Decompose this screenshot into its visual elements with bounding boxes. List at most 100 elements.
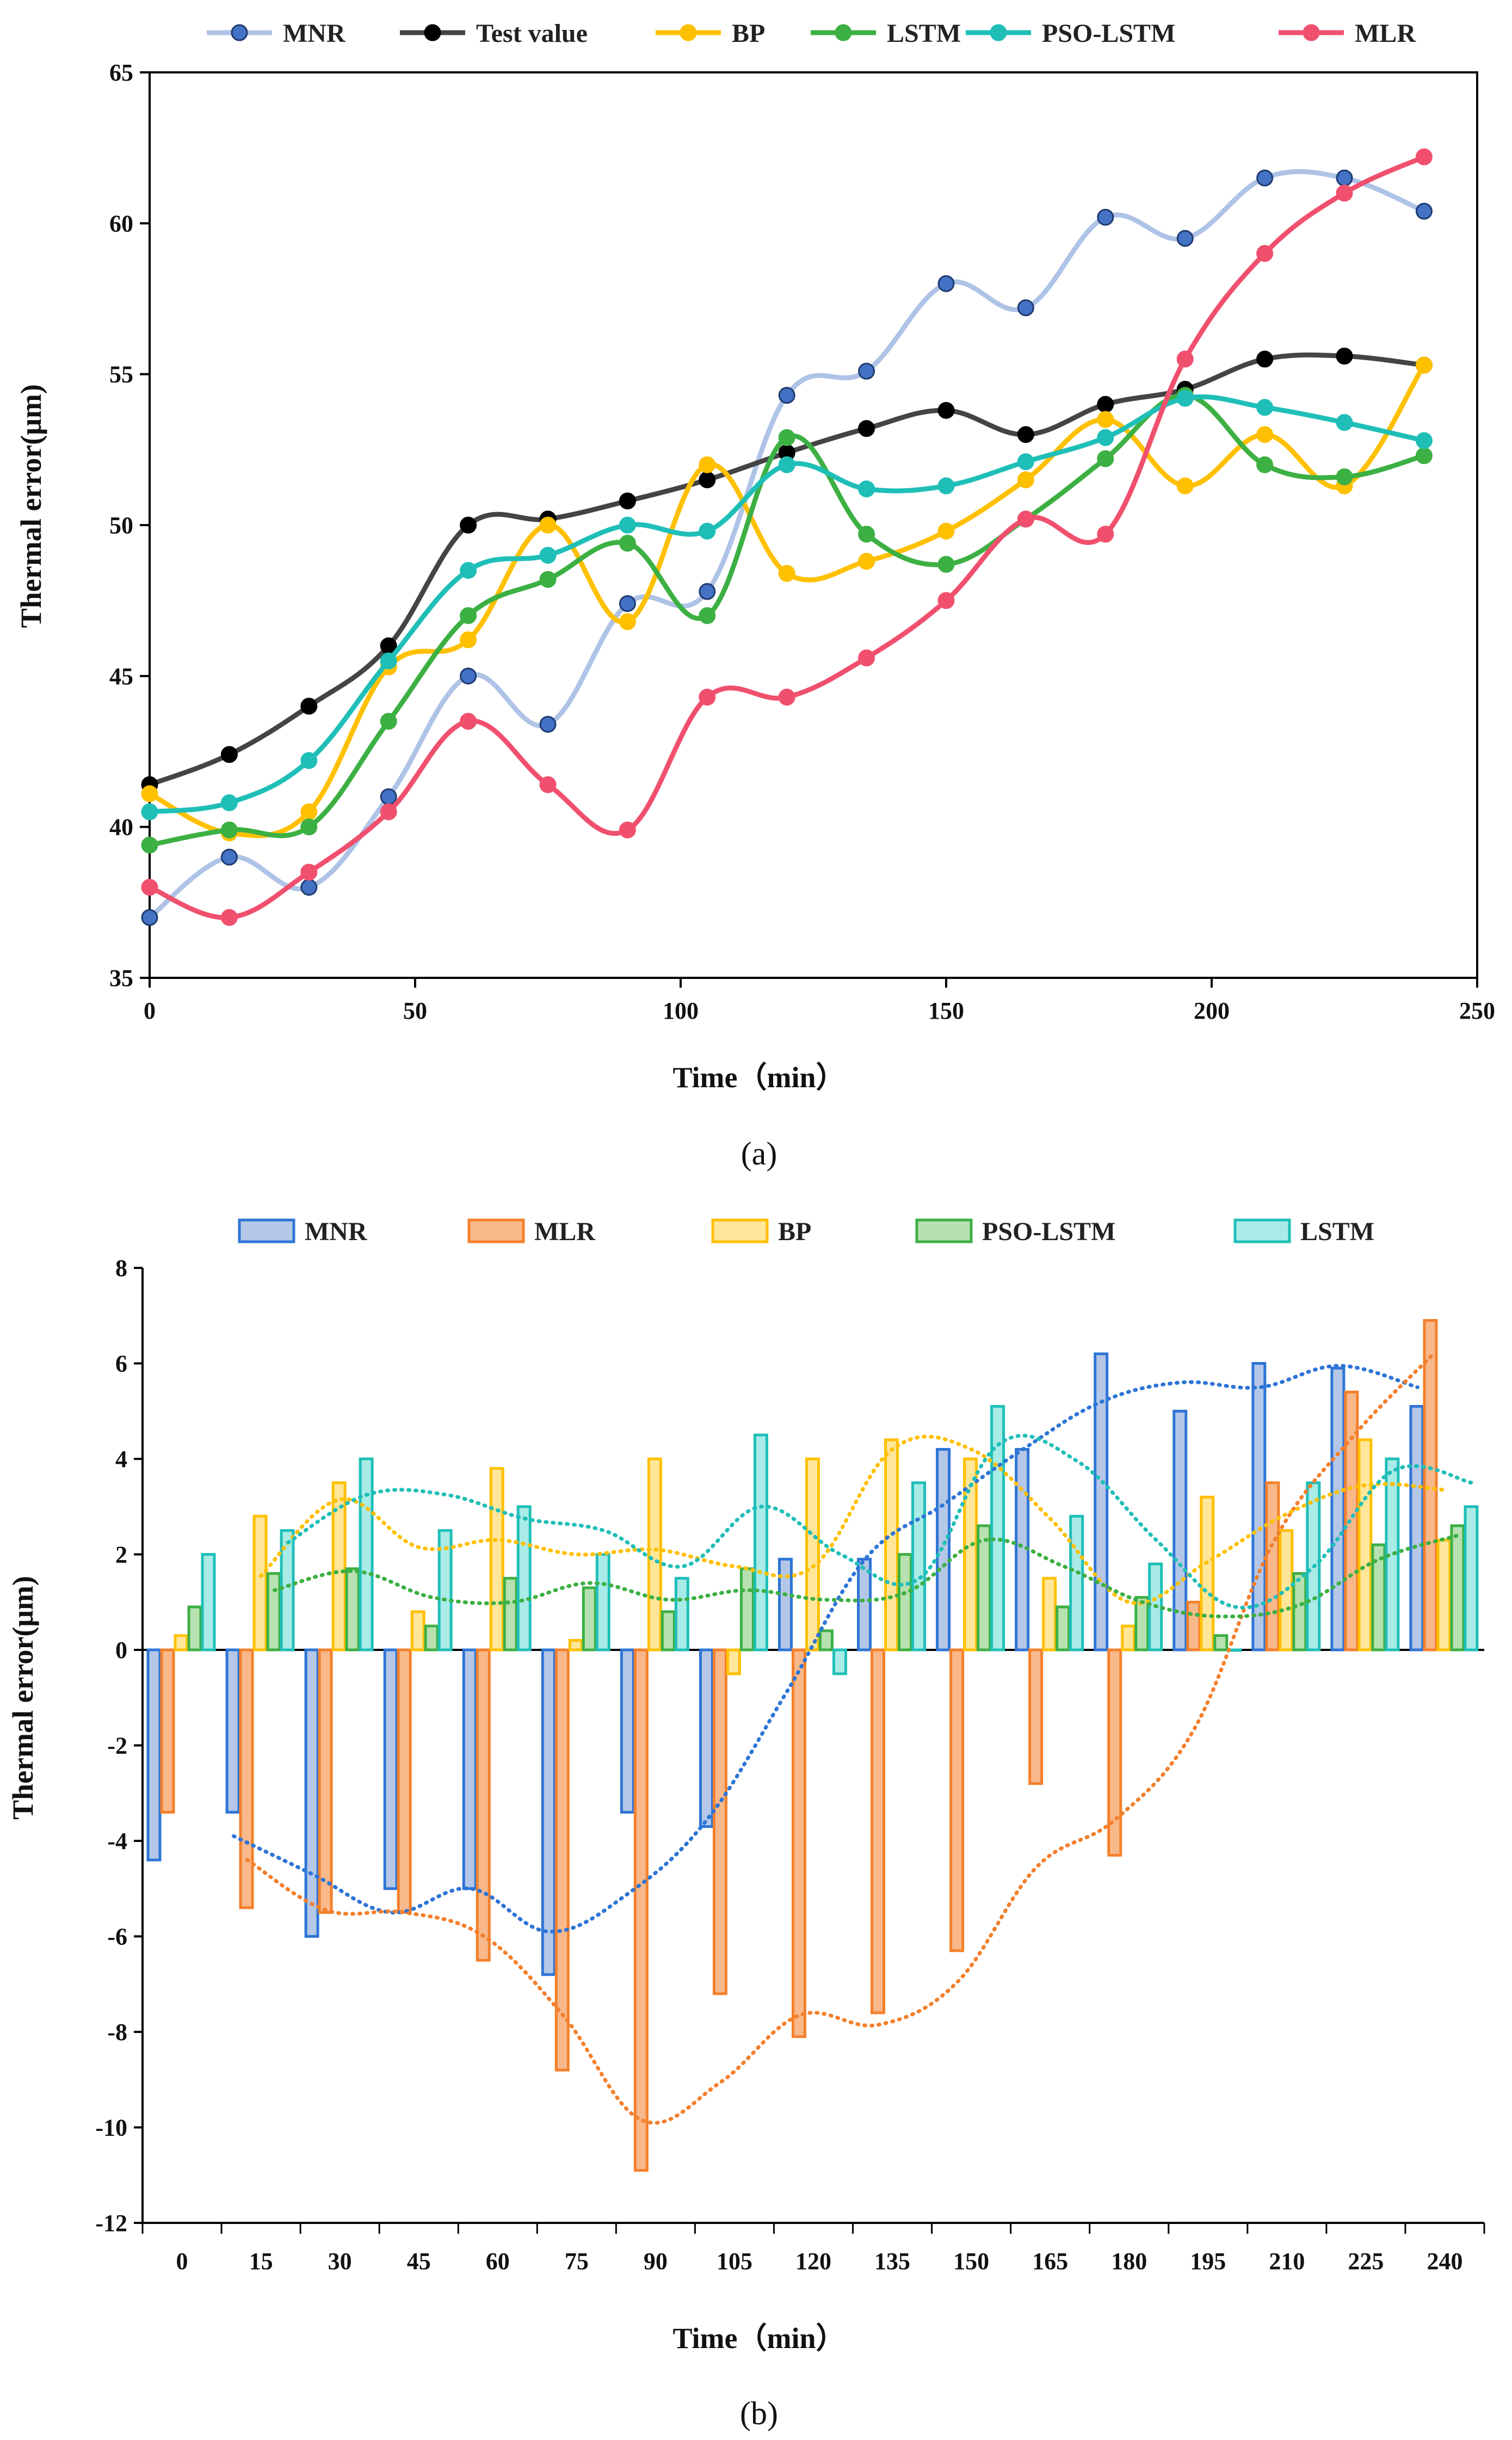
bar-lstm bbox=[911, 1481, 927, 1652]
bar-mnr bbox=[857, 1557, 872, 1652]
trendline-bp bbox=[259, 1434, 1447, 1605]
bar-lstm bbox=[832, 1648, 847, 1675]
panel-a-y-tick-label: 35 bbox=[109, 965, 133, 991]
panel-a-point-pso-lstm bbox=[937, 477, 955, 495]
legend-label-mlr: MLR bbox=[1355, 19, 1416, 48]
bar-bp bbox=[174, 1634, 189, 1652]
bar-lstm bbox=[516, 1505, 532, 1652]
panel-a-point-bp bbox=[1097, 411, 1114, 428]
panel-b-x-tick-label: 180 bbox=[1111, 2248, 1147, 2275]
bar-bp bbox=[1200, 1495, 1215, 1652]
panel-a-point-pso-lstm bbox=[300, 752, 318, 769]
legend-swatch-mlr bbox=[467, 1218, 525, 1243]
bar-mlr bbox=[1186, 1600, 1201, 1652]
panel-b-y-tick-label: 2 bbox=[115, 1542, 127, 1568]
panel-a-line-chart: MNR Test value BP LSTM PSO-LSTM MLR 35 40 45 50 5… bbox=[15, 19, 1495, 1172]
legend-label-lstm: LSTM bbox=[1300, 1217, 1374, 1246]
panel-a-point-mnr bbox=[699, 583, 716, 600]
panel-a-series-pso-lstm bbox=[141, 390, 1433, 821]
panel-b-x-tick-label: 105 bbox=[717, 2248, 752, 2275]
bar-mnr bbox=[777, 1557, 793, 1652]
legend-marker-lstm bbox=[835, 24, 852, 41]
panel-a-point-pso-lstm bbox=[858, 480, 875, 497]
legend-label-bp: BP bbox=[732, 19, 765, 48]
legend-item-mnr: MNR bbox=[238, 1217, 368, 1246]
panel-b-y-tick-label: -10 bbox=[95, 2115, 127, 2141]
panel-a-point-pso-lstm bbox=[1415, 432, 1433, 449]
panel-a-point-lstm bbox=[699, 607, 716, 624]
bar-lstm bbox=[753, 1433, 768, 1652]
bar-mnr bbox=[383, 1648, 398, 1890]
panel-a-x-tick-label: 200 bbox=[1194, 997, 1230, 1024]
panel-a-point-mlr bbox=[1017, 510, 1034, 528]
panel-b-x-tick-label: 60 bbox=[486, 2248, 510, 2275]
bar-pso-lstm bbox=[1371, 1543, 1386, 1652]
panel-a-point-mnr bbox=[937, 275, 955, 292]
panel-a-point-mlr bbox=[1336, 184, 1353, 202]
panel-b-x-tick-label: 135 bbox=[874, 2248, 910, 2275]
panel-b-y-tick-label: 4 bbox=[115, 1446, 127, 1472]
panel-b-y-tick-label: 0 bbox=[115, 1637, 127, 1663]
panel-b-x-axis-label: Time（min） bbox=[672, 2322, 845, 2355]
bar-pso-lstm bbox=[739, 1567, 755, 1652]
panel-a-point-mlr bbox=[539, 776, 557, 793]
bar-mlr bbox=[712, 1648, 727, 1995]
panel-b-x-tick-label: 0 bbox=[176, 2248, 188, 2275]
legend-swatch-pso-lstm bbox=[915, 1218, 973, 1243]
bar-mlr bbox=[871, 1648, 886, 2014]
panel-b-y-tick-label: 6 bbox=[115, 1351, 127, 1377]
panel-a-y-tick-label: 55 bbox=[109, 361, 133, 388]
bar-pso-lstm bbox=[1134, 1595, 1150, 1652]
panel-a-point-lstm bbox=[778, 429, 795, 446]
panel-a-point-pso-lstm bbox=[380, 652, 397, 670]
panel-a-point-mlr bbox=[220, 909, 238, 926]
panel-a-y-axis-label: Thermal error(μm) bbox=[15, 384, 47, 628]
panel-a-point-mlr bbox=[300, 864, 318, 881]
panel-a-line-mlr bbox=[147, 154, 1427, 920]
panel-b-y-tick-label: -12 bbox=[95, 2210, 127, 2236]
panel-a-point-mnr bbox=[220, 848, 238, 866]
panel-a-point-pso-lstm bbox=[460, 562, 477, 579]
panel-a-point-bp bbox=[539, 516, 557, 534]
bar-pso-lstm bbox=[818, 1629, 834, 1652]
panel-a-series bbox=[141, 148, 1433, 926]
panel-a-point-mnr bbox=[141, 909, 158, 926]
bar-mlr bbox=[1028, 1648, 1044, 1785]
bar-mlr bbox=[1423, 1319, 1438, 1652]
legend-item-lstm: LSTM bbox=[811, 19, 961, 48]
panel-a-point-test-value bbox=[937, 402, 955, 419]
bar-bp bbox=[568, 1638, 583, 1652]
panel-a-line-bp bbox=[147, 362, 1427, 839]
panel-b-series-mnr bbox=[146, 1352, 1424, 1976]
bar-lstm bbox=[1069, 1514, 1084, 1652]
bar-bp bbox=[410, 1610, 425, 1652]
bar-lstm bbox=[437, 1529, 453, 1652]
bar-bp bbox=[1436, 1538, 1452, 1652]
panel-a-point-bp bbox=[1176, 477, 1194, 495]
panel-b-x-tick-label: 240 bbox=[1427, 2248, 1462, 2275]
panel-b-x-tick-label: 30 bbox=[328, 2248, 352, 2275]
panel-a-point-mlr bbox=[937, 592, 955, 609]
legend-item-bp: BP bbox=[711, 1217, 811, 1246]
panel-a-point-pso-lstm bbox=[1336, 414, 1353, 431]
legend-label-mlr: MLR bbox=[534, 1217, 596, 1246]
bar-mnr bbox=[699, 1648, 714, 1828]
panel-a-y-tick-label: 60 bbox=[109, 210, 133, 237]
panel-a-point-mnr bbox=[619, 595, 636, 612]
bar-mlr bbox=[397, 1648, 412, 1914]
legend-item-bp: BP bbox=[656, 19, 765, 48]
panel-a-line-pso-lstm bbox=[147, 394, 1427, 815]
bar-bp bbox=[805, 1457, 820, 1652]
panel-a-point-mnr bbox=[1176, 230, 1194, 247]
bar-mnr bbox=[462, 1648, 477, 1890]
legend-marker-mlr bbox=[1303, 24, 1320, 41]
panel-a-x-tick-label: 0 bbox=[144, 997, 156, 1024]
panel-a-point-pso-lstm bbox=[1097, 429, 1114, 446]
panel-a-point-pso-lstm bbox=[1256, 399, 1274, 416]
panel-a-point-test-value bbox=[300, 698, 318, 715]
bar-pso-lstm bbox=[1292, 1572, 1307, 1652]
panel-a-series-mlr bbox=[141, 148, 1433, 926]
panel-b-series-lstm bbox=[201, 1404, 1479, 1675]
panel-a-point-mnr bbox=[1336, 169, 1353, 187]
